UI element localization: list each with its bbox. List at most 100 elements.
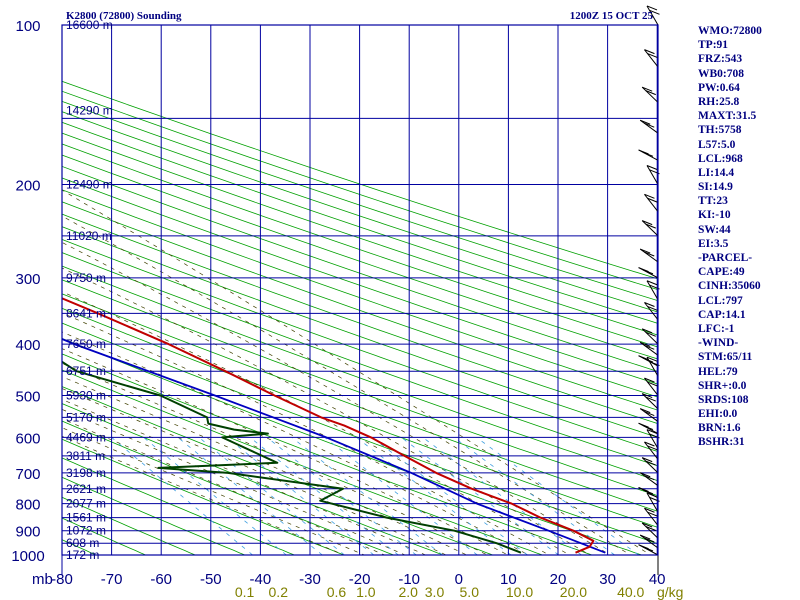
pressure-unit-label: mb — [32, 571, 53, 588]
index-item: TH:5758 — [698, 124, 742, 137]
mixing-ratio-tick-label: 0.6 — [327, 584, 347, 600]
index-item: CAP:14.1 — [698, 308, 746, 321]
wind-barb — [646, 5, 660, 26]
index-item: WMO:72800 — [698, 25, 762, 37]
sounding-series — [62, 297, 606, 554]
wind-barb — [639, 248, 659, 263]
height-label: 6751 m — [66, 364, 106, 378]
height-label: 9750 m — [66, 271, 106, 285]
height-label: 1561 m — [66, 511, 106, 525]
temperature-tick-label: 10 — [500, 571, 517, 588]
index-item: BSHR:31 — [698, 436, 745, 449]
height-label: 608 m — [66, 536, 99, 550]
wind-barb — [644, 507, 659, 526]
wind-barb — [641, 86, 659, 103]
dry-adiabat-line — [62, 226, 658, 438]
index-item: SW:44 — [698, 223, 731, 236]
wind-barb — [639, 119, 659, 134]
chart-timestamp: 1200Z 15 OCT 25 — [570, 10, 654, 22]
height-label: 1072 m — [66, 524, 106, 538]
wind-barb — [644, 49, 659, 68]
index-item: WB0:708 — [698, 67, 744, 80]
wind-barb — [639, 341, 659, 356]
mixing-ratio-unit-label: g/kg — [657, 584, 683, 600]
moist-adiabat-line — [62, 409, 406, 555]
wind-barb — [638, 267, 659, 279]
height-label: 16600 m — [66, 18, 113, 32]
dry-adiabat-line — [0, 25, 71, 566]
index-item: CINH:35060 — [698, 280, 761, 293]
dry-adiabat-line — [62, 189, 658, 398]
mixing-ratio-tick-label: 1.0 — [356, 584, 376, 600]
dry-adiabat-line — [62, 165, 658, 372]
height-label: 8641 m — [66, 306, 106, 320]
index-item: EI:3.5 — [698, 237, 729, 250]
dry-adiabat-line — [62, 80, 658, 280]
wind-barb — [641, 457, 659, 474]
wind-barbs — [638, 5, 660, 575]
dry-adiabat-line — [0, 25, 21, 566]
pressure-tick-label: 500 — [15, 388, 40, 405]
wind-barb — [641, 522, 659, 539]
mixing-ratio-line — [356, 437, 512, 555]
index-item: EHI:0.0 — [698, 408, 738, 421]
height-label: 4469 m — [66, 430, 106, 444]
index-item: L57:5.0 — [698, 138, 736, 151]
height-label: 5930 m — [66, 388, 106, 402]
index-item: LCL:968 — [698, 152, 743, 165]
index-item: PW:0.64 — [698, 81, 740, 94]
wind-barb — [644, 193, 659, 212]
dry-adiabat-line — [62, 90, 658, 291]
wind-barb — [641, 393, 659, 410]
dry-adiabat-line — [62, 307, 658, 528]
temperature-tick-label: 30 — [599, 571, 616, 588]
height-label: 5170 m — [66, 410, 106, 424]
wind-barb — [638, 355, 659, 367]
height-label: 2077 m — [66, 497, 106, 511]
index-item: SI:14.9 — [698, 181, 733, 194]
mixing-ratio-tick-label: 5.0 — [460, 584, 480, 600]
pressure-tick-label: 800 — [15, 497, 40, 514]
stability-indices-panel: WMO:72800 TP:91 FRZ:543 WB0:708 PW:0.64 RH:25… — [698, 24, 798, 450]
dry-adiabat-line — [62, 177, 658, 385]
wind-barb — [641, 328, 659, 345]
wind-barb — [644, 441, 659, 460]
wind-barb — [644, 377, 659, 396]
background-lines — [0, 25, 658, 566]
dry-adiabat-line — [62, 252, 658, 467]
temperature-tick-label: 40 — [649, 571, 666, 588]
height-label: 2621 m — [66, 482, 106, 496]
dry-adiabat-line — [62, 420, 395, 555]
temperature-tick-label: -20 — [349, 571, 371, 588]
mixing-ratio-line — [143, 437, 287, 555]
temperature-tick-label: 0 — [455, 571, 463, 588]
dry-adiabat-line — [62, 121, 658, 324]
temperature-trace — [62, 297, 595, 554]
index-item: LI:14.4 — [698, 166, 735, 179]
index-item: SHR+:0.0 — [698, 379, 747, 392]
index-item: BRN:1.6 — [698, 422, 741, 435]
dry-adiabat-line — [62, 265, 658, 482]
index-item: MAXT:31.5 — [698, 110, 757, 123]
mixing-ratio-tick-label: 3.0 — [425, 584, 445, 600]
dry-adiabat-line — [62, 476, 246, 555]
dry-adiabat-line — [62, 457, 296, 555]
pressure-tick-label: 200 — [15, 178, 40, 195]
height-label: 3198 m — [66, 466, 106, 480]
dry-adiabat-line — [62, 279, 658, 497]
index-item: KI:-10 — [698, 209, 731, 222]
mixing-ratio-line — [324, 437, 478, 555]
dry-adiabat-line — [62, 213, 658, 425]
index-item: CAPE:49 — [698, 266, 745, 279]
dry-adiabat-line — [62, 293, 658, 512]
pressure-tick-label: 600 — [15, 430, 40, 447]
index-item: LCL:797 — [698, 294, 743, 307]
dry-adiabat-line — [62, 154, 658, 360]
pressure-tick-label: 300 — [15, 271, 40, 288]
wind-barb — [638, 149, 659, 161]
height-label: 3811 m — [66, 449, 105, 463]
pressure-tick-label: 1000 — [11, 548, 44, 565]
pressure-tick-label: 100 — [15, 18, 40, 35]
index-item: TT:23 — [698, 195, 728, 208]
pressure-tick-label: 700 — [15, 466, 40, 483]
